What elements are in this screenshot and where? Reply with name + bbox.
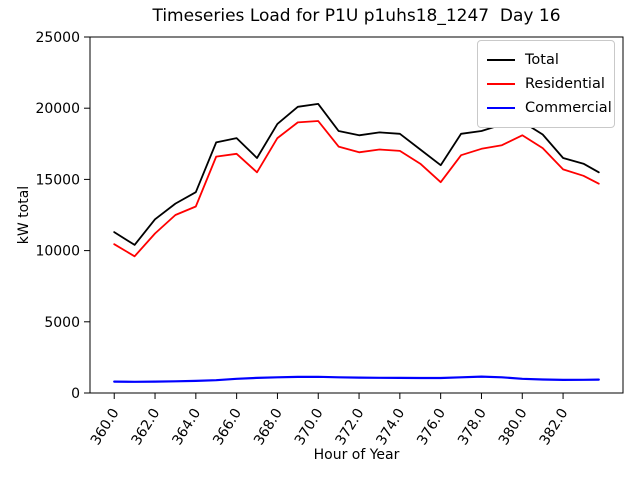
legend-item-commercial: Commercial [487,96,612,120]
x-tick-label: 370.0 [292,406,327,448]
x-axis-label: Hour of Year [313,447,400,463]
x-tick-label: 362.0 [129,406,164,448]
x-tick-label: 378.0 [455,406,490,448]
x-tick-label: 380.0 [496,406,531,448]
legend-label-total: Total [525,52,559,68]
legend-item-residential: Residential [487,72,605,96]
chart-title: Timeseries Load for P1U p1uhs18_1247 Day… [152,6,561,26]
x-tick-label: 374.0 [373,406,408,448]
x-tick-label: 364.0 [169,406,204,448]
legend-label-commercial: Commercial [525,100,612,116]
x-tick-label: 368.0 [251,406,286,448]
legend-label-residential: Residential [525,76,605,92]
legend-line-sample-residential [487,83,515,85]
legend-line-sample-total [487,59,515,61]
legend-line-sample-commercial [487,107,515,109]
x-tick-label: 360.0 [88,406,123,448]
x-tick-label: 366.0 [210,406,245,448]
y-tick-label: 5000 [44,315,80,331]
y-tick-label: 25000 [35,30,80,46]
y-tick-label: 15000 [35,172,80,188]
axes-frame [89,36,624,394]
x-tick-label: 376.0 [414,406,449,448]
x-tick-label: 372.0 [333,406,368,448]
series-line-residential [113,120,600,258]
y-tick-label: 20000 [35,101,80,117]
y-tick-label: 10000 [35,244,80,260]
series-line-commercial [113,375,600,383]
y-tick-label: 0 [71,386,80,402]
legend: Total Residential Commercial [477,40,615,128]
x-tick-label: 382.0 [537,406,572,448]
legend-item-total: Total [487,48,605,72]
